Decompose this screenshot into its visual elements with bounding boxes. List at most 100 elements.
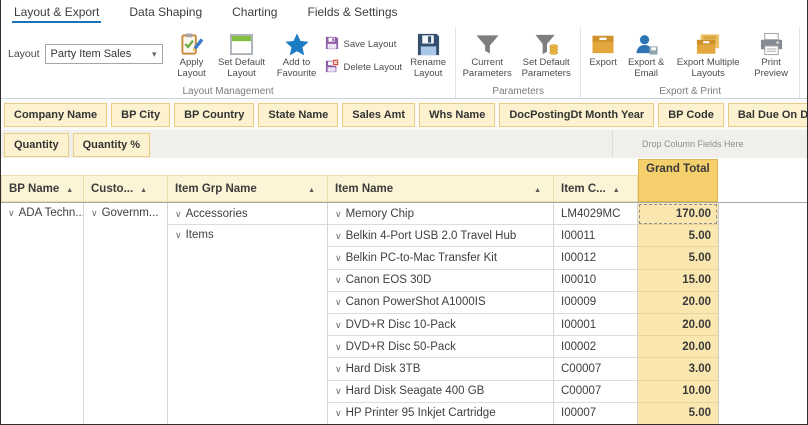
header-divider-line bbox=[1, 202, 807, 203]
export-multiple-layouts-button[interactable]: Export Multiple Layouts bbox=[670, 29, 746, 80]
item-name-cell[interactable]: Belkin PC-to-Mac Transfer Kit bbox=[328, 247, 553, 270]
field-chip-docpostingdt[interactable]: DocPostingDt Month Year bbox=[499, 103, 655, 127]
save-layout-icon bbox=[325, 36, 339, 53]
item-code-cell[interactable]: I00011 bbox=[554, 225, 637, 248]
item-name-cell[interactable]: Hard Disk Seagate 400 GB bbox=[328, 381, 553, 403]
grand-total-cell[interactable]: 10.00 bbox=[638, 380, 718, 403]
item-name-cell[interactable]: HP Printer 95 Inkjet Cartridge bbox=[328, 403, 553, 424]
item-code-cell[interactable]: C00007 bbox=[554, 381, 637, 403]
item-code-cell[interactable]: LM4029MC bbox=[554, 203, 637, 226]
item-code-cell[interactable]: I00009 bbox=[554, 292, 637, 314]
expand-chevron-icon[interactable] bbox=[91, 207, 98, 219]
add-to-favourite-button[interactable]: Add to Favourite bbox=[271, 29, 323, 80]
export-box-icon bbox=[591, 31, 615, 58]
item-name-cell[interactable]: DVD+R Disc 10-Pack bbox=[328, 314, 553, 337]
expand-chevron-icon[interactable] bbox=[175, 229, 182, 241]
customer-column: Governm... bbox=[84, 203, 168, 424]
filter-fields-row-1: Company Name BP City BP Country State Na… bbox=[1, 100, 807, 130]
ribbon: Layout Party Item Sales ▾ Apply Layout S… bbox=[1, 27, 807, 99]
expand-chevron-icon[interactable] bbox=[335, 208, 342, 220]
tab-layout-export[interactable]: Layout & Export bbox=[11, 5, 102, 27]
save-layout-button[interactable]: Save Layout bbox=[325, 36, 403, 53]
printer-icon bbox=[759, 31, 784, 58]
grand-total-cell[interactable]: 5.00 bbox=[638, 402, 718, 424]
tab-data-shaping[interactable]: Data Shaping bbox=[129, 5, 203, 19]
field-chip-bal-due[interactable]: Bal Due On Doc bbox=[727, 103, 807, 127]
field-chip-whs-name[interactable]: Whs Name bbox=[419, 103, 496, 127]
grand-total-column-header[interactable]: Grand Total bbox=[638, 159, 718, 202]
grand-total-cell[interactable]: 20.00 bbox=[638, 336, 718, 359]
expand-chevron-icon[interactable] bbox=[335, 274, 342, 286]
item-group-cell[interactable]: Accessories bbox=[168, 203, 327, 226]
item-name-cell[interactable]: Canon PowerShot A1000IS bbox=[328, 292, 553, 314]
item-code-cell[interactable]: I00001 bbox=[554, 314, 637, 337]
item-name-cell[interactable]: Belkin 4-Port USB 2.0 Travel Hub bbox=[328, 225, 553, 248]
item-code-cell[interactable]: I00010 bbox=[554, 270, 637, 292]
group-label-export-print: Export & Print bbox=[659, 86, 721, 97]
sort-ascending-icon bbox=[66, 183, 73, 195]
delete-layout-icon bbox=[325, 59, 339, 76]
item-name-cell[interactable]: Memory Chip bbox=[328, 203, 553, 226]
expand-chevron-icon[interactable] bbox=[335, 341, 342, 353]
group-layout-management: Layout Party Item Sales ▾ Apply Layout S… bbox=[1, 27, 457, 98]
customer-cell[interactable]: Governm... bbox=[84, 203, 167, 219]
group-label-parameters: Parameters bbox=[492, 86, 544, 97]
set-default-layout-button[interactable]: Set Default Layout bbox=[213, 29, 271, 80]
column-header-item-code[interactable]: Item C... bbox=[554, 175, 638, 202]
expand-chevron-icon[interactable] bbox=[335, 296, 342, 308]
grand-total-cell[interactable]: 3.00 bbox=[638, 358, 718, 381]
rename-layout-button[interactable]: Rename Layout bbox=[404, 29, 452, 80]
column-header-item-grp-name[interactable]: Item Grp Name bbox=[168, 175, 328, 202]
print-preview-button[interactable]: Print Preview bbox=[746, 29, 796, 80]
grand-total-cell[interactable]: 170.00 bbox=[638, 203, 718, 226]
expand-chevron-icon[interactable] bbox=[335, 385, 342, 397]
set-default-parameters-button[interactable]: Set Default Parameters bbox=[515, 29, 577, 80]
expand-chevron-icon[interactable] bbox=[335, 230, 342, 242]
item-code-cell[interactable]: C00007 bbox=[554, 358, 637, 381]
field-chip-bp-code[interactable]: BP Code bbox=[658, 103, 724, 127]
field-chip-sales-amt[interactable]: Sales Amt bbox=[342, 103, 416, 127]
field-chip-quantity-pct[interactable]: Quantity % bbox=[72, 133, 151, 157]
expand-chevron-icon[interactable] bbox=[335, 407, 342, 419]
grand-total-cell[interactable]: 20.00 bbox=[638, 291, 718, 314]
export-multiple-icon bbox=[695, 31, 721, 58]
favourite-star-icon bbox=[284, 31, 310, 58]
export-button[interactable]: Export bbox=[584, 29, 622, 69]
item-code-cell[interactable]: I00007 bbox=[554, 403, 637, 424]
field-chip-company-name[interactable]: Company Name bbox=[4, 103, 108, 127]
expand-chevron-icon[interactable] bbox=[335, 319, 342, 331]
field-chip-bp-city[interactable]: BP City bbox=[111, 103, 171, 127]
grand-total-cell[interactable]: 20.00 bbox=[638, 313, 718, 337]
column-header-item-name[interactable]: Item Name bbox=[328, 175, 554, 202]
expand-chevron-icon[interactable] bbox=[175, 208, 182, 220]
delete-layout-button[interactable]: Delete Layout bbox=[325, 59, 402, 76]
expand-chevron-icon[interactable] bbox=[335, 363, 342, 375]
grand-total-cell[interactable]: 5.00 bbox=[638, 247, 718, 270]
tab-fields-settings[interactable]: Fields & Settings bbox=[307, 5, 398, 19]
tab-charting[interactable]: Charting bbox=[232, 5, 278, 19]
funnel-database-icon bbox=[534, 31, 559, 58]
field-chip-state-name[interactable]: State Name bbox=[258, 103, 339, 127]
field-chip-bp-country[interactable]: BP Country bbox=[174, 103, 255, 127]
apply-layout-button[interactable]: Apply Layout bbox=[171, 29, 213, 80]
export-email-button[interactable]: Export & Email bbox=[622, 29, 670, 80]
layout-select[interactable]: Party Item Sales ▾ bbox=[44, 44, 163, 64]
bp-name-cell[interactable]: ADA Techn... bbox=[1, 203, 83, 219]
column-header-bp-name[interactable]: BP Name bbox=[1, 175, 84, 202]
funnel-icon bbox=[475, 31, 500, 58]
item-code-cell[interactable]: I00002 bbox=[554, 336, 637, 359]
item-name-cell[interactable]: Canon EOS 30D bbox=[328, 270, 553, 292]
row-field-headers: BP Name Custo... Item Grp Name Item Name… bbox=[1, 175, 638, 202]
expand-chevron-icon[interactable] bbox=[335, 252, 342, 264]
pivot-grid: Grand Total BP Name Custo... Item Grp Na… bbox=[1, 158, 807, 424]
item-name-cell[interactable]: Hard Disk 3TB bbox=[328, 358, 553, 381]
item-group-cell[interactable]: Items bbox=[168, 225, 327, 241]
current-parameters-button[interactable]: Current Parameters bbox=[459, 29, 515, 80]
grand-total-cell[interactable]: 5.00 bbox=[638, 225, 718, 248]
item-code-cell[interactable]: I00012 bbox=[554, 247, 637, 270]
item-name-cell[interactable]: DVD+R Disc 50-Pack bbox=[328, 336, 553, 359]
column-header-customer[interactable]: Custo... bbox=[84, 175, 168, 202]
expand-chevron-icon[interactable] bbox=[8, 207, 15, 219]
field-chip-quantity[interactable]: Quantity bbox=[4, 133, 69, 157]
grand-total-cell[interactable]: 15.00 bbox=[638, 269, 718, 292]
